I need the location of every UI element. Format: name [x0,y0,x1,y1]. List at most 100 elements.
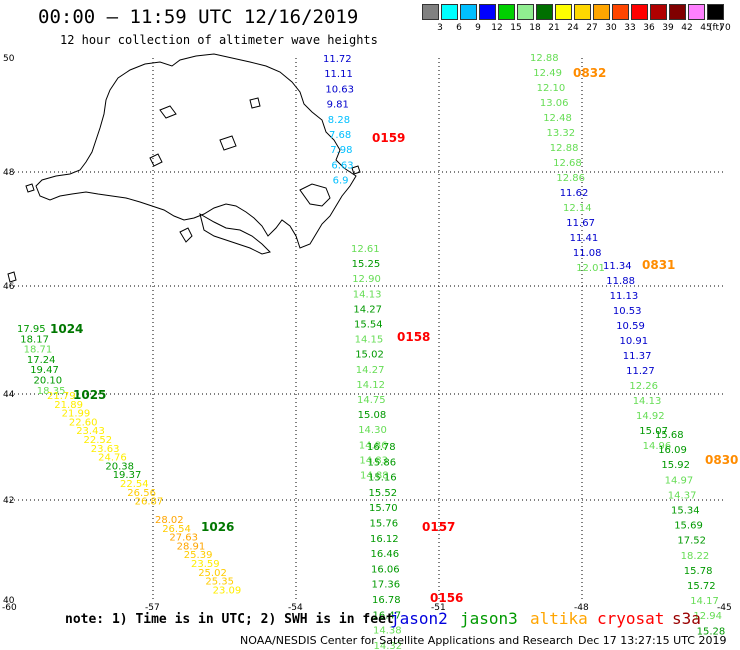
generated-timestamp: Dec 17 13:27:15 UTC 2019 [578,634,727,647]
pass-time-label: 0157 [422,520,455,534]
wave-height-value: 12.88 [530,53,559,64]
wave-height-value: 26.54 [162,524,191,535]
track-0831: 11.34 11.88 11.13 10.53 10.59 10.91 11.37 11.27… [603,258,675,452]
wave-height-value: 23.43 [76,426,105,437]
scale-label: 24 [567,23,579,33]
islet-1 [351,165,361,175]
pass-time-label: 0156 [430,591,463,605]
wave-height-value: 11.08 [573,248,602,259]
satellite-legend-s3a: s3a [672,609,701,628]
bay-1 [299,183,331,207]
scale-swatch [612,4,629,20]
wave-height-value: 15.86 [368,457,397,468]
wave-height-value: 17.52 [677,536,706,547]
wave-height-value: 6.9 [333,176,349,187]
lake-4 [249,97,261,109]
wave-height-value: 11.41 [570,233,599,244]
wave-height-value: 14.75 [357,395,386,406]
wave-height-value: 11.13 [610,291,639,302]
wave-height-value: 21.79 [47,391,76,402]
scale-swatch [707,4,724,20]
pass-time-label: 0158 [397,330,430,344]
scale-swatch [460,4,477,20]
pass-time-label: 1025 [73,388,106,402]
wave-height-value: 14.12 [356,380,385,391]
lon-tick-label: -60 [2,603,17,613]
wave-height-value: 11.27 [626,366,655,377]
wave-height-value: 11.62 [560,188,589,199]
footer-credit: NOAA/NESDIS Center for Satellite Applica… [240,634,574,647]
scale-label: 42 [681,23,693,33]
wave-height-value: 12.10 [537,83,566,94]
wave-height-value: 16.06 [371,564,400,575]
scale-swatch [650,4,667,20]
wave-height-value: 19.37 [113,470,142,481]
wave-height-value: 23.59 [191,559,220,570]
wave-height-value: 11.34 [603,261,632,272]
wave-height-value: 13.06 [540,98,569,109]
newfoundland-island [35,53,357,249]
wave-height-value: 18.35 [37,386,66,397]
wave-height-value: 26.56 [127,488,156,499]
wave-height-value: 12.26 [629,381,658,392]
wave-height-value: 15.52 [369,488,398,499]
wave-height-value: 12.48 [543,113,572,124]
islet-3 [7,271,17,283]
scale-swatch [593,4,610,20]
wave-height-value: 14.88 [360,471,389,482]
wave-height-value: 14.13 [353,289,382,300]
wave-height-value: 14.17 [690,596,719,607]
wave-height-value: 10.53 [613,306,642,317]
wave-height-value: 28.02 [155,515,184,526]
wave-height-value: 12.94 [693,611,722,622]
scale-label: 21 [548,23,560,33]
scale-swatch [669,4,686,20]
wave-height-value: 14.32 [374,641,403,650]
track-1026: 28.0226.5427.6328.9125.3923.5925.0225.35… [155,515,241,596]
scale-swatch [574,4,591,20]
wave-height-value: 25.35 [205,577,234,588]
wave-height-value: 12.14 [563,203,592,214]
scale-label: 18 [529,23,541,33]
peninsula-south [199,212,271,255]
wave-height-value: 23.09 [213,585,242,596]
wave-height-value: 15.16 [368,473,397,484]
scale-swatch [441,4,458,20]
wave-height-value: 11.11 [324,69,353,80]
wave-height-value: 11.37 [623,351,652,362]
wave-height-value: 27.63 [169,533,198,544]
lat-tick-label: 44 [3,390,15,400]
wave-height-value: 15.72 [687,581,716,592]
lon-tick-label: -48 [574,603,589,613]
wave-height-value: 24.76 [98,453,127,464]
wave-height-value: 15.54 [354,320,383,331]
wave-height-value: 17.36 [372,580,401,591]
wave-height-value: 15.69 [674,521,703,532]
scale-label: 39 [662,23,674,33]
wave-height-value: 28.91 [177,541,206,552]
scale-unit: (ft) [709,23,723,33]
satellite-legend-altika: altika [530,609,588,628]
wave-height-value: 25.39 [184,550,213,561]
scale-label: 6 [456,23,462,33]
wave-height-value: 14.13 [633,396,662,407]
lat-tick-label: 48 [3,168,15,178]
wave-height-value: 14.96 [643,441,672,452]
wave-height-value: 13.32 [547,128,576,139]
lat-tick-label: 42 [3,496,14,506]
wave-height-value: 14.30 [358,425,387,436]
islet-2 [25,183,35,193]
track-1025: 21.7921.8921.9922.6023.4322.5223.6324.76… [47,388,163,508]
wave-height-value: 16.46 [371,549,400,560]
wave-height-value: 22.60 [69,417,98,428]
scale-swatch [536,4,553,20]
wave-height-value: 14.37 [668,490,697,501]
wave-height-value: 14.15 [355,335,384,346]
wave-height-value: 15.76 [370,519,399,530]
wave-height-value: 12.61 [351,244,380,255]
wave-height-value: 18.17 [20,334,49,345]
track-0158: 12.61 15.25 12.90 14.13 14.27 15.54 14.15 15.02… [351,244,430,482]
newfoundland-coastline [7,53,361,283]
wave-height-value: 16.09 [658,445,687,456]
satellite-tracks: 11.72 11.11 10.63 9.81 8.28 7.68 7.98 6.63 6.9 01… [17,53,738,650]
